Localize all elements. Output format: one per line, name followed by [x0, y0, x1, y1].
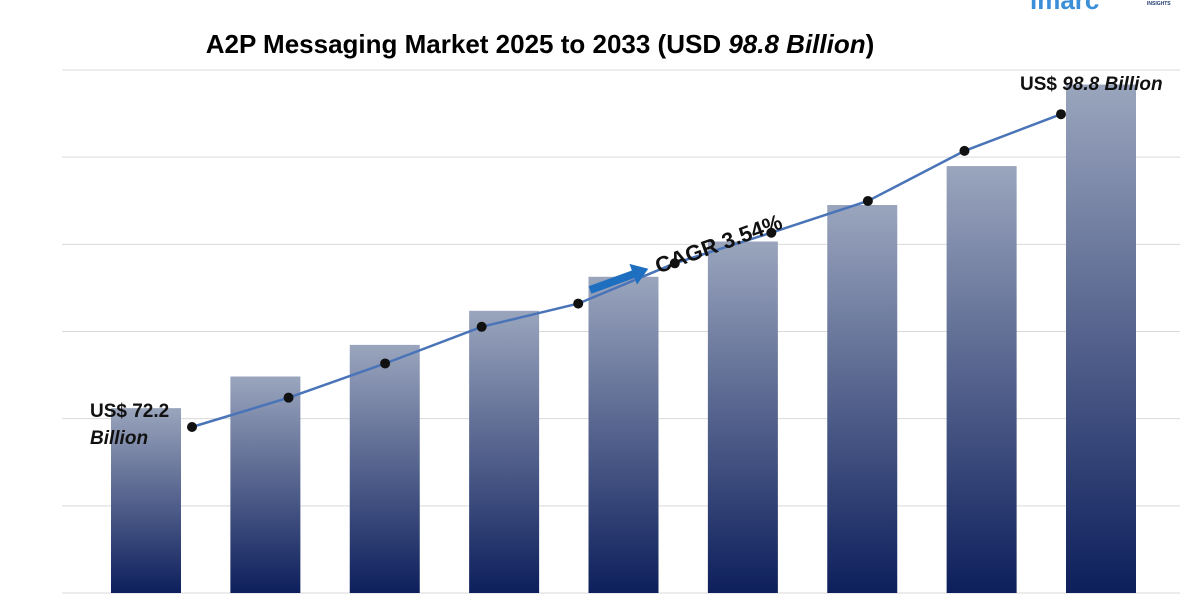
start-value-label: US$ 72.2: [90, 401, 169, 422]
trend-marker: [766, 227, 777, 238]
trend-marker: [573, 298, 584, 309]
trend-marker: [669, 258, 680, 269]
bar-2030: [707, 241, 778, 593]
bar-2033: [1066, 84, 1136, 594]
bar-2026: [230, 376, 301, 593]
start-unit-label: Billion: [90, 428, 148, 449]
end-value-label: US$ 98.8 Billion: [1020, 74, 1163, 95]
bar-2025: [111, 408, 181, 593]
logo-subtext: INSIGHTS: [1147, 1, 1171, 7]
chart-title-value: 98.8 Billion: [728, 29, 865, 59]
trend-marker: [476, 321, 487, 332]
bar-2031: [827, 205, 898, 594]
chart-title: A2P Messaging Market 2025 to 2033 (USD 9…: [206, 29, 875, 59]
trend-marker: [862, 195, 873, 206]
bar-2028: [469, 310, 540, 593]
bar-2032: [946, 166, 1017, 593]
trend-marker: [380, 358, 391, 369]
chart-title-main: A2P Messaging Market 2025 to 2033 (USD: [206, 29, 729, 59]
end-value-amount: 98.8 Billion: [1062, 74, 1162, 95]
trend-line: [187, 109, 1066, 432]
bar-2029: [588, 276, 659, 593]
trend-marker: [1056, 109, 1066, 120]
imarc-logo: imarc INSIGHTS: [1030, 0, 1171, 15]
cagr-arrow: [588, 263, 649, 294]
bars: [111, 84, 1136, 594]
trend-line-path: [191, 113, 1062, 429]
logo-text: imarc: [1030, 0, 1099, 15]
trend-marker: [283, 392, 294, 403]
trend-marker: [187, 422, 197, 432]
bar-2027: [349, 344, 420, 593]
chart-title-close: ): [866, 29, 875, 59]
trend-marker: [959, 145, 970, 156]
end-value-prefix: US$: [1020, 74, 1062, 95]
